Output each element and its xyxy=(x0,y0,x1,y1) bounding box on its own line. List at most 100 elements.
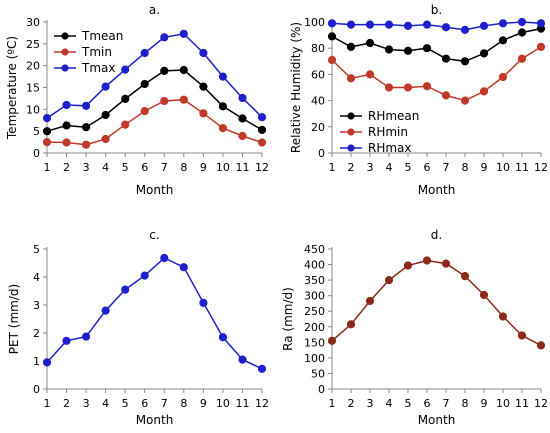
series-line-0 xyxy=(42,253,267,373)
x-tick-label: 8 xyxy=(180,397,187,410)
y-tick-label: 15 xyxy=(26,82,40,95)
series-line xyxy=(331,27,542,63)
x-tick-label: 7 xyxy=(161,397,168,410)
y-tick-label: 0 xyxy=(318,383,325,396)
y-tick-label: 400 xyxy=(304,259,325,272)
series-line xyxy=(46,69,263,132)
legend-label: RHmin xyxy=(368,125,408,139)
data-point xyxy=(101,110,110,120)
data-point xyxy=(179,29,188,38)
data-point xyxy=(179,263,188,272)
y-tick-label: 100 xyxy=(304,352,325,365)
panel-label: a. xyxy=(149,3,160,17)
data-point xyxy=(121,285,130,294)
data-point xyxy=(121,94,130,104)
x-tick-label: 6 xyxy=(141,161,148,174)
x-tick-label: 12 xyxy=(255,161,269,174)
series-tmean xyxy=(42,65,267,136)
x-tick-label: 4 xyxy=(386,397,393,410)
x-tick-label: 9 xyxy=(200,161,207,174)
x-axis-label: Month xyxy=(136,413,174,427)
data-point xyxy=(82,101,91,110)
x-tick-label: 7 xyxy=(161,161,168,174)
data-point xyxy=(121,65,130,74)
x-tick-label: 3 xyxy=(83,161,90,174)
data-point xyxy=(441,259,451,268)
data-point xyxy=(327,336,337,345)
panel-label: b. xyxy=(431,3,442,17)
x-tick-label: 11 xyxy=(515,397,529,410)
y-tick-label: 200 xyxy=(304,321,325,334)
series-line-0 xyxy=(327,256,546,350)
data-point xyxy=(238,355,247,364)
series-line xyxy=(331,46,542,102)
x-tick-label: 6 xyxy=(424,397,431,410)
legend-label: Tmax xyxy=(81,61,115,75)
series-line xyxy=(46,257,263,370)
series-line xyxy=(46,98,263,146)
y-tick-label: 4 xyxy=(33,271,40,284)
series-tmax xyxy=(42,29,267,123)
data-point xyxy=(42,358,52,367)
data-point xyxy=(140,107,149,116)
x-axis-label: Month xyxy=(418,413,456,427)
x-tick-label: 2 xyxy=(348,397,355,410)
series-tmin xyxy=(42,95,267,149)
x-tick-label: 2 xyxy=(348,161,355,174)
legend-swatch-marker xyxy=(347,112,355,120)
x-tick-label: 4 xyxy=(386,161,393,174)
x-tick-label: 3 xyxy=(367,161,374,174)
data-point xyxy=(365,20,375,29)
data-point xyxy=(460,57,470,66)
data-point xyxy=(460,96,470,105)
legend: RHmean RHmin RHmax xyxy=(340,109,419,155)
y-tick-label: 0 xyxy=(318,147,325,160)
legend-swatch-marker xyxy=(61,48,69,56)
x-tick-label: 5 xyxy=(405,161,412,174)
data-point xyxy=(238,131,247,141)
legend-swatch-marker xyxy=(61,32,69,40)
data-point xyxy=(403,46,413,55)
data-point xyxy=(365,70,375,79)
data-point xyxy=(460,272,470,281)
data-point xyxy=(42,138,52,147)
y-tick-label: 3 xyxy=(33,299,40,312)
x-tick-label: 1 xyxy=(329,161,336,174)
data-point xyxy=(199,82,208,91)
data-point xyxy=(199,109,208,118)
x-tick-label: 10 xyxy=(216,161,230,174)
data-point xyxy=(517,54,527,63)
data-point xyxy=(101,82,110,91)
data-point xyxy=(42,114,52,123)
x-tick-label: 1 xyxy=(44,397,51,410)
x-tick-label: 5 xyxy=(122,397,129,410)
data-point xyxy=(384,45,394,54)
y-tick-label: 10 xyxy=(26,103,40,116)
legend-label: RHmean xyxy=(368,109,419,123)
data-point xyxy=(479,21,489,30)
y-tick-label: 5 xyxy=(33,243,40,256)
y-axis-label: Temperature (ºC) xyxy=(5,36,19,140)
data-point xyxy=(498,36,508,45)
x-tick-label: 6 xyxy=(424,161,431,174)
panel-label: c. xyxy=(149,228,159,242)
data-point xyxy=(441,54,451,63)
data-point xyxy=(62,121,71,130)
data-point xyxy=(82,140,91,149)
data-point xyxy=(218,333,227,342)
data-point xyxy=(62,100,71,110)
data-point xyxy=(160,33,169,42)
data-point xyxy=(422,20,432,29)
data-point xyxy=(160,253,169,263)
x-tick-label: 12 xyxy=(534,161,548,174)
data-point xyxy=(422,44,432,53)
data-point xyxy=(140,79,149,89)
data-point xyxy=(346,42,356,52)
x-tick-label: 9 xyxy=(481,161,488,174)
data-point xyxy=(517,17,527,27)
x-tick-label: 10 xyxy=(496,397,510,410)
legend-swatch-marker xyxy=(347,144,355,152)
legend-swatch-marker xyxy=(61,64,69,72)
y-axis-label: Ra (mm/d) xyxy=(281,287,295,351)
